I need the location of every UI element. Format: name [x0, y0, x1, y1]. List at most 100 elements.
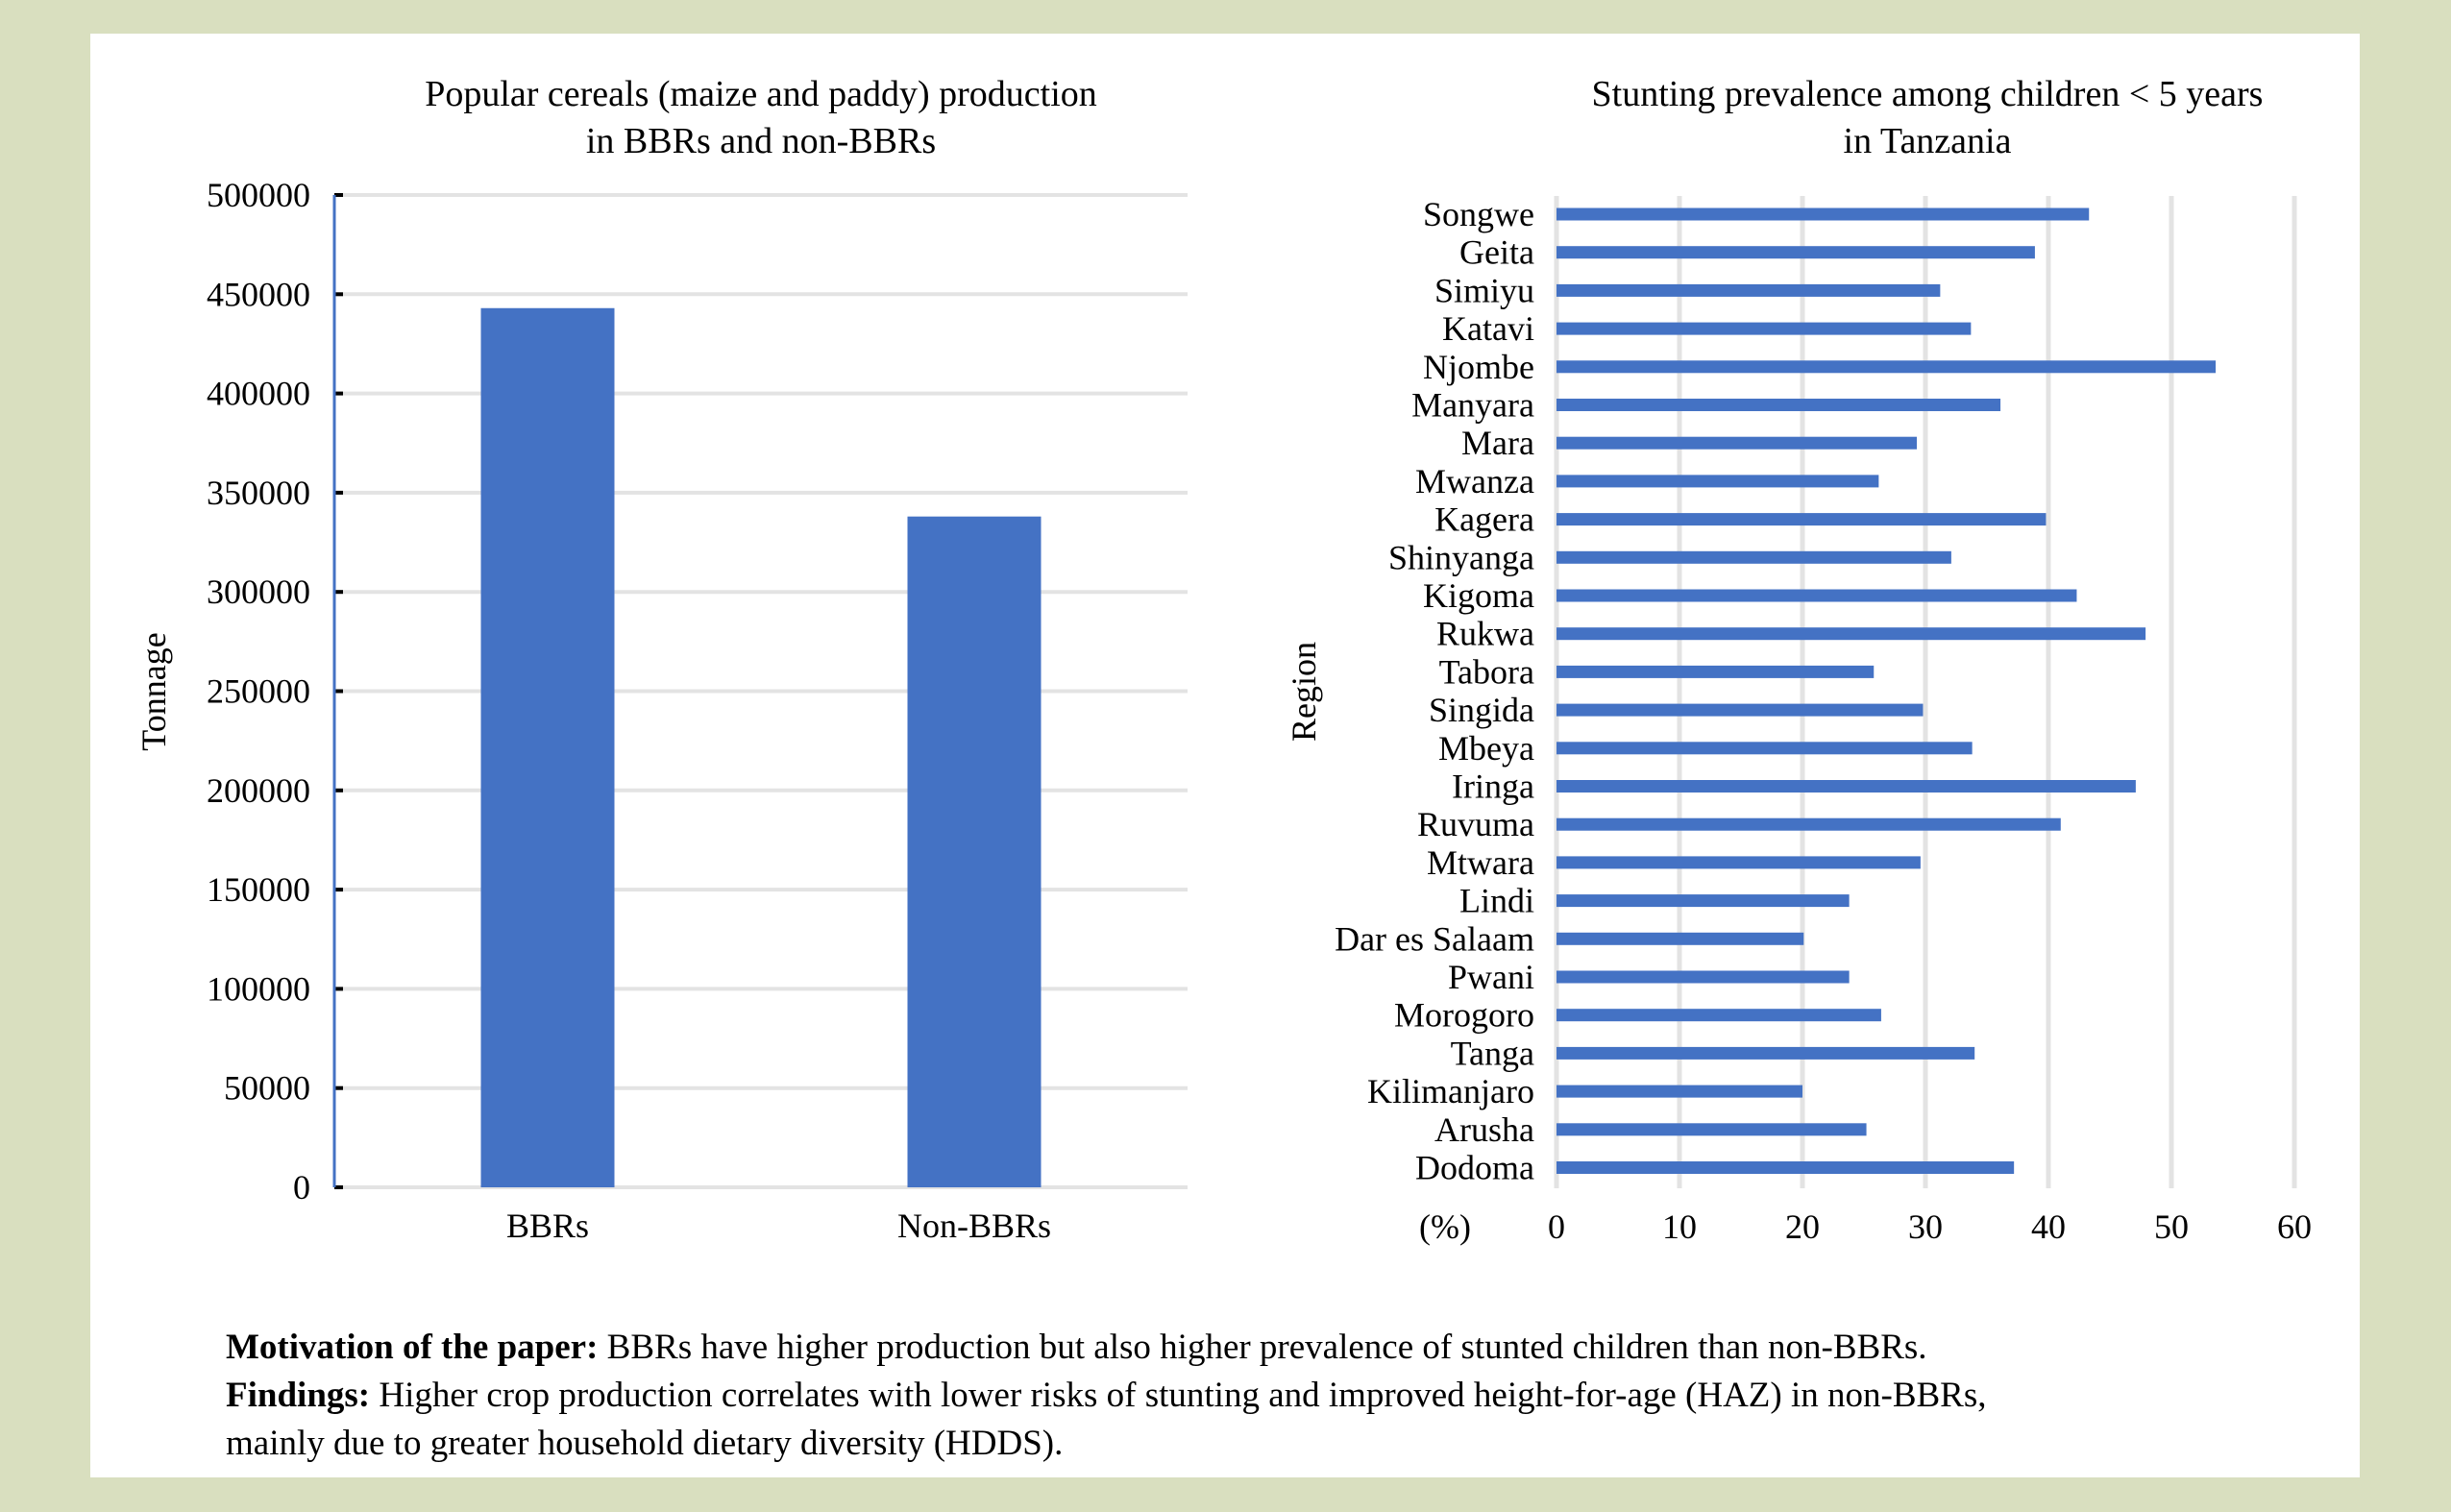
- region-label: Kagera: [1434, 500, 1534, 539]
- right-bars: [1556, 207, 2217, 1174]
- x-tick-label: 50: [2154, 1207, 2189, 1246]
- region-label: Tanga: [1451, 1034, 1534, 1072]
- bar-tabora: [1556, 665, 1875, 678]
- y-tick-label: 100000: [207, 969, 310, 1008]
- right-y-axis-title: Region: [1285, 642, 1323, 742]
- region-label: Simiyu: [1434, 271, 1534, 309]
- region-label: Morogoro: [1394, 996, 1534, 1035]
- region-label: Dodoma: [1415, 1149, 1534, 1187]
- bar-iringa: [1556, 780, 2136, 793]
- y-tick-label: 0: [293, 1168, 310, 1207]
- bar-pwani: [1556, 970, 1850, 984]
- stunting-bar-chart: Stunting prevalence among children < 5 y…: [1285, 74, 2312, 1246]
- motivation-text: BBRs have higher production but also hig…: [598, 1328, 1927, 1367]
- left-bars: [480, 307, 1042, 1188]
- bar-rukwa: [1556, 627, 2146, 641]
- bar-manyara: [1556, 399, 2001, 411]
- region-label: Singida: [1429, 691, 1534, 729]
- left-gridlines: [332, 193, 1188, 1189]
- region-label: Rukwa: [1436, 615, 1534, 653]
- bar-ruvuma: [1556, 817, 2061, 831]
- motivation-label: Motivation of the paper:: [226, 1328, 599, 1367]
- y-tick-label: 300000: [207, 573, 310, 611]
- region-label: Songwe: [1423, 195, 1534, 233]
- right-chart-title-line2: in Tanzania: [1844, 121, 2012, 161]
- region-label: Lindi: [1459, 882, 1534, 920]
- left-x-tick-labels: BBRs Non-BBRs: [506, 1207, 1051, 1245]
- bar-singida: [1556, 703, 1924, 717]
- right-gridlines: [1554, 196, 2297, 1188]
- bar-katavi: [1556, 322, 1972, 335]
- production-bar-chart: Popular cereals (maize and paddy) produc…: [135, 74, 1188, 1245]
- bar-lindi: [1556, 894, 1850, 908]
- findings-label: Findings:: [226, 1376, 371, 1415]
- bar-mbeya: [1556, 742, 1973, 755]
- y-tick-label: 150000: [207, 870, 310, 909]
- y-tick-label: 400000: [207, 375, 310, 413]
- bar-arusha: [1556, 1123, 1867, 1136]
- right-region-labels: SongweGeitaSimiyuKataviNjombeManyaraMara…: [1335, 195, 1534, 1187]
- x-tick-label: BBRs: [506, 1207, 589, 1245]
- x-tick-label: 30: [1908, 1207, 1943, 1246]
- bar-kilimanjaro: [1556, 1085, 1802, 1098]
- bar-bbrs: [480, 307, 615, 1188]
- left-chart-title-line2: in BBRs and non-BBRs: [586, 121, 936, 161]
- region-label: Kilimanjaro: [1367, 1072, 1534, 1110]
- x-tick-label: 60: [2277, 1207, 2312, 1246]
- region-label: Dar es Salaam: [1335, 919, 1534, 958]
- figure-panel: Popular cereals (maize and paddy) produc…: [90, 34, 2360, 1477]
- bar-tanga: [1556, 1046, 1975, 1060]
- bar-songwe: [1556, 207, 2090, 221]
- region-label: Manyara: [1411, 386, 1534, 425]
- region-label: Tabora: [1439, 652, 1534, 691]
- right-chart-title-line1: Stunting prevalence among children < 5 y…: [1592, 74, 2264, 114]
- right-x-axis-unit-label: (%): [1419, 1207, 1471, 1246]
- x-tick-label: 40: [2031, 1207, 2066, 1246]
- x-tick-label: 0: [1548, 1207, 1565, 1246]
- y-tick-label: 200000: [207, 771, 310, 810]
- y-tick-label: 450000: [207, 275, 310, 313]
- region-label: Mwanza: [1415, 462, 1534, 500]
- region-label: Njombe: [1423, 348, 1534, 386]
- region-label: Pwani: [1448, 958, 1534, 996]
- charts-canvas: Popular cereals (maize and paddy) produc…: [135, 74, 2312, 1246]
- x-tick-label: 10: [1662, 1207, 1697, 1246]
- y-tick-label: 250000: [207, 672, 310, 711]
- y-tick-label: 350000: [207, 474, 310, 512]
- bar-kagera: [1556, 513, 2047, 526]
- bar-geita: [1556, 246, 2035, 259]
- right-x-tick-labels: 0 10 20 30 40 50 60: [1548, 1207, 2312, 1246]
- bar-morogoro: [1556, 1009, 1881, 1022]
- bar-simiyu: [1556, 283, 1941, 297]
- findings-text-continued: mainly due to greater household dietary …: [226, 1424, 1064, 1463]
- region-label: Katavi: [1442, 309, 1534, 348]
- bar-njombe: [1556, 360, 2217, 374]
- region-label: Mbeya: [1438, 729, 1534, 768]
- y-tick-label: 50000: [224, 1069, 310, 1108]
- region-label: Geita: [1459, 233, 1534, 272]
- region-label: Mara: [1461, 424, 1534, 462]
- motivation-line: Motivation of the paper: BBRs have highe…: [226, 1324, 2416, 1372]
- y-tick-label: 500000: [207, 176, 310, 214]
- x-tick-label: 20: [1785, 1207, 1820, 1246]
- region-label: Ruvuma: [1417, 805, 1534, 843]
- bar-mara: [1556, 436, 1918, 450]
- figure-caption: Motivation of the paper: BBRs have highe…: [226, 1324, 2416, 1468]
- region-label: Kigoma: [1423, 576, 1534, 615]
- bar-mwanza: [1556, 475, 1879, 488]
- bar-non-bbrs: [907, 516, 1042, 1187]
- region-label: Iringa: [1452, 768, 1534, 806]
- left-chart-title-line1: Popular cereals (maize and paddy) produc…: [425, 74, 1097, 114]
- bar-shinyanga: [1556, 550, 1951, 564]
- left-y-tick-labels: 0 50000 100000 150000 200000 250000 300000 3500…: [207, 176, 310, 1207]
- region-label: Mtwara: [1427, 843, 1534, 882]
- bar-dar-es-salaam: [1556, 932, 1804, 945]
- bar-kigoma: [1556, 589, 2077, 602]
- bar-mtwara: [1556, 856, 1921, 869]
- region-label: Arusha: [1434, 1110, 1534, 1149]
- findings-text: Higher crop production correlates with l…: [370, 1376, 1987, 1415]
- bar-dodoma: [1556, 1161, 2015, 1174]
- x-tick-label: Non-BBRs: [897, 1207, 1051, 1245]
- findings-line: Findings: Higher crop production correla…: [226, 1372, 2416, 1420]
- region-label: Shinyanga: [1388, 538, 1534, 576]
